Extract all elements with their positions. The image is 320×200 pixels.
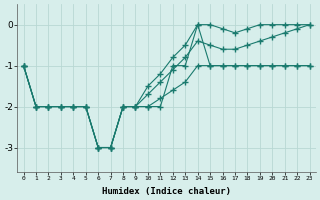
- X-axis label: Humidex (Indice chaleur): Humidex (Indice chaleur): [102, 187, 231, 196]
